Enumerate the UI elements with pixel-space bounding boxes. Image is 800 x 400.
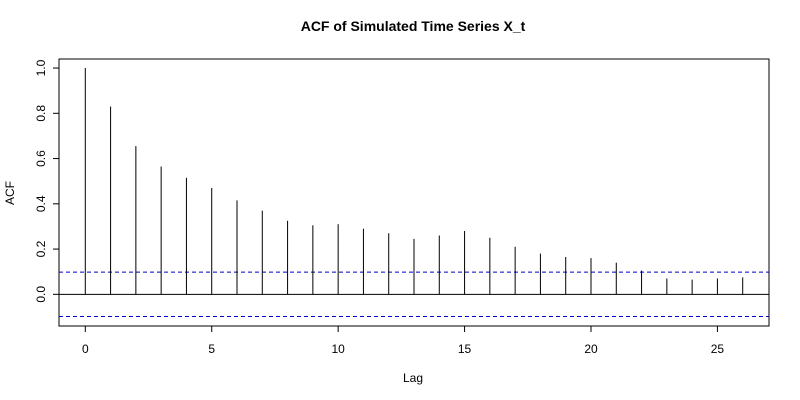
x-tick-label: 20 — [584, 342, 598, 356]
y-axis-label: ACF — [3, 181, 17, 205]
plot-marks — [59, 68, 769, 317]
y-axis: 0.0 0.2 0.4 0.6 0.8 1.0 — [34, 59, 60, 303]
x-tick-label: 5 — [208, 342, 215, 356]
y-tick-label: 0.2 — [34, 240, 48, 257]
x-tick-label: 25 — [711, 342, 725, 356]
x-tick-label: 0 — [82, 342, 89, 356]
x-axis: 0 5 10 15 20 25 — [82, 325, 725, 356]
x-tick-label: 10 — [331, 342, 345, 356]
x-axis-label: Lag — [403, 371, 423, 385]
y-tick-label: 0.8 — [34, 105, 48, 122]
y-tick-label: 0.4 — [34, 195, 48, 212]
x-tick-label: 15 — [458, 342, 472, 356]
y-tick-label: 0.0 — [34, 286, 48, 303]
y-tick-label: 1.0 — [34, 59, 48, 76]
chart-title: ACF of Simulated Time Series X_t — [301, 18, 526, 34]
y-tick-label: 0.6 — [34, 150, 48, 167]
